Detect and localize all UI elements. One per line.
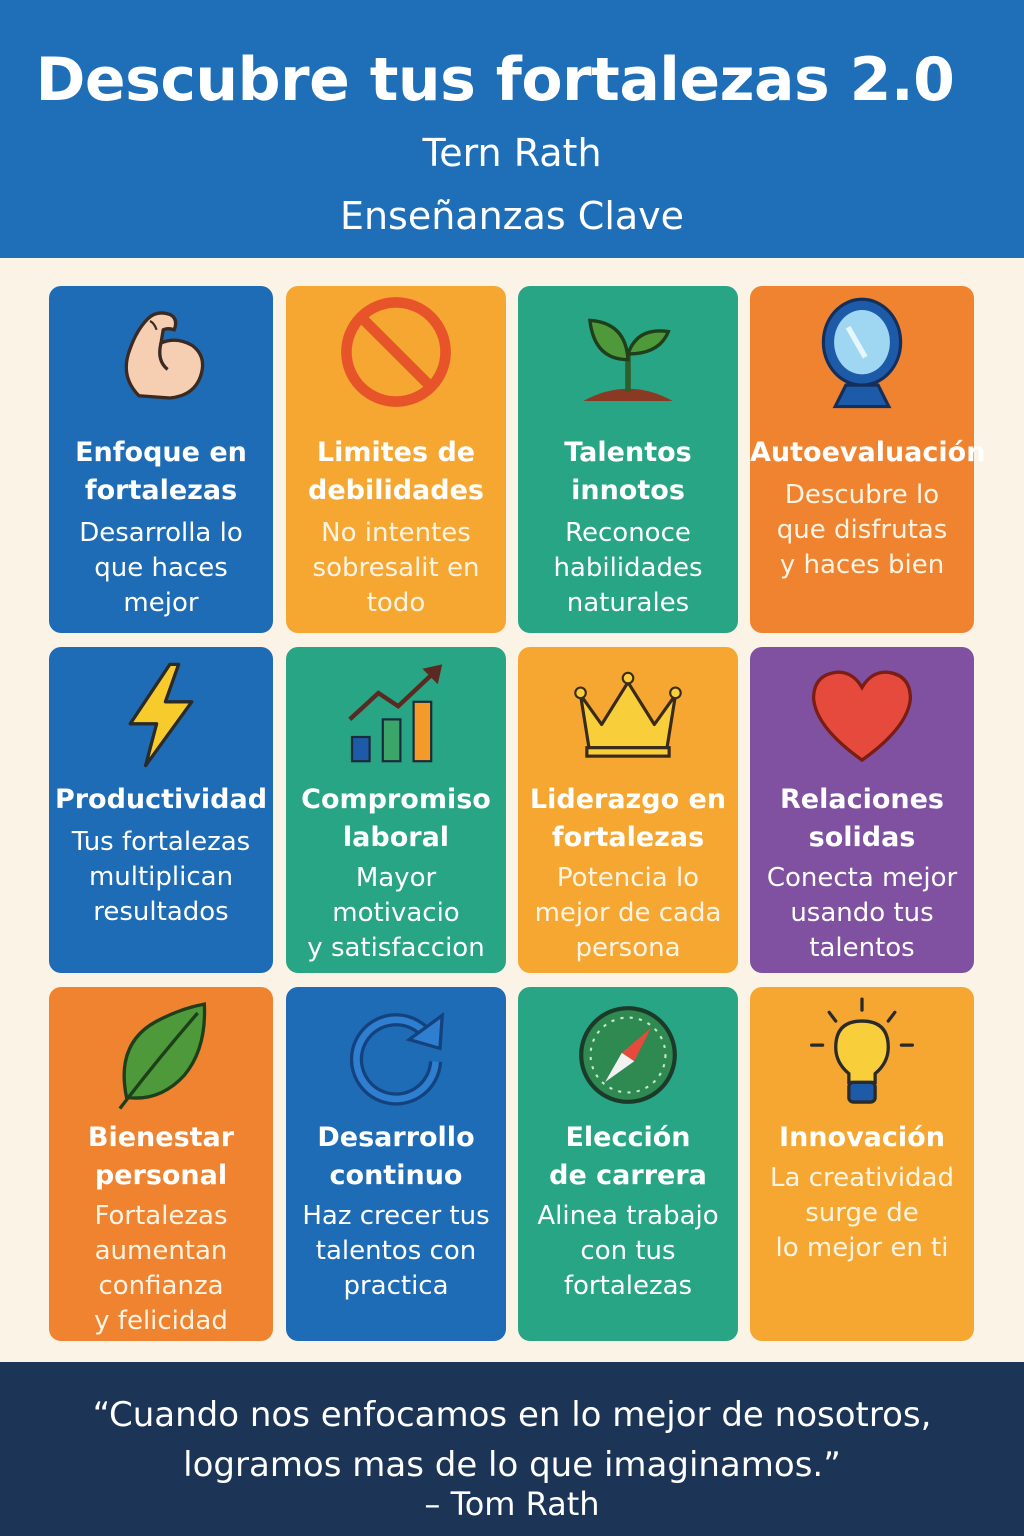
card-text: Potencia lo mejor de cada persona (534, 863, 722, 963)
quote-attribution: – Tom Rath (424, 1485, 600, 1523)
card-text: Alinea trabajo con tus fortalezas (537, 1201, 719, 1301)
card-compromiso-laboral: Compromiso laboral Mayor motivacio y sat… (286, 647, 506, 973)
lightbulb-icon (750, 995, 974, 1115)
page-title: Descubre tus fortalezas 2.0 (35, 45, 955, 115)
crown-icon (518, 655, 738, 775)
page-subtitle: Enseñanzas Clave (339, 194, 685, 238)
card-title: Autoevaluación (750, 437, 986, 468)
card-title: Bienestar personal (87, 1122, 235, 1191)
card-limites-debilidades: Limites de debilidades No intentes sobre… (286, 286, 506, 633)
card-title: Innovación (779, 1122, 945, 1153)
author-name: Tern Rath (422, 131, 602, 175)
card-title: Liderazgo en fortalezas (529, 784, 727, 853)
quote-text: “Cuando nos enfocamos en lo mejor de nos… (92, 1395, 932, 1485)
card-text: Desarrolla lo que haces mejor (79, 518, 243, 618)
card-text: Reconoce habilidades naturales (553, 518, 703, 618)
card-text: Tus fortalezas multiplican resultados (71, 827, 251, 927)
card-desarrollo-continuo: Desarrollo continuo Haz crecer tus talen… (286, 987, 506, 1341)
card-title: Talentos innotos (564, 437, 692, 506)
compass-icon (518, 995, 738, 1115)
card-title: Desarrollo continuo (317, 1122, 475, 1191)
card-title: Compromiso laboral (301, 784, 491, 853)
card-text: La creatividad surge de lo mejor en ti (770, 1163, 954, 1263)
sprout-icon (518, 294, 738, 414)
card-title: Productividad (54, 784, 268, 815)
card-text: Descubre lo que disfrutas y haces bien (776, 480, 948, 580)
card-text: Fortalezas aumentan confianza y felicida… (94, 1201, 228, 1336)
card-eleccion-carrera: Elección de carrera Alinea trabajo con t… (518, 987, 738, 1341)
growth-chart-icon (286, 655, 506, 775)
card-title: Limites de debilidades (308, 437, 484, 506)
leaf-icon (49, 993, 273, 1113)
card-text: No intentes sobresalit en todo (312, 518, 480, 618)
card-title: Elección de carrera (549, 1122, 707, 1191)
refresh-arrow-icon (286, 995, 506, 1115)
quote-footer: “Cuando nos enfocamos en lo mejor de nos… (0, 1362, 1024, 1536)
card-enfoque-fortalezas: Enfoque en fortalezas Desarrolla lo que … (49, 286, 273, 633)
card-text: Haz crecer tus talentos con practica (302, 1201, 490, 1301)
card-innovacion: Innovación La creatividad surge de lo me… (750, 987, 974, 1341)
heart-icon (750, 655, 974, 775)
card-productividad: Productividad Tus fortalezas multiplican… (49, 647, 273, 973)
card-title: Enfoque en fortalezas (75, 437, 247, 506)
card-relaciones-solidas: Relaciones solidas Conecta mejor usando … (750, 647, 974, 973)
card-title: Relaciones solidas (780, 784, 944, 853)
lightning-icon (49, 655, 273, 775)
card-text: Mayor motivacio y satisfaccion (307, 863, 485, 963)
card-text: Conecta mejor usando tus talentos (766, 863, 958, 963)
header-banner: Descubre tus fortalezas 2.0 Tern Rath En… (0, 0, 1024, 258)
card-autoevaluacion: Autoevaluación Descubre lo que disfrutas… (750, 286, 986, 633)
mirror-icon (750, 294, 974, 414)
card-bienestar-personal: Bienestar personal Fortalezas aumentan c… (49, 987, 273, 1341)
flexed-biceps-icon (49, 294, 273, 414)
prohibited-icon (286, 292, 506, 412)
card-talentos-innotos: Talentos innotos Reconoce habilidades na… (518, 286, 738, 633)
card-liderazgo-fortalezas: Liderazgo en fortalezas Potencia lo mejo… (518, 647, 738, 973)
